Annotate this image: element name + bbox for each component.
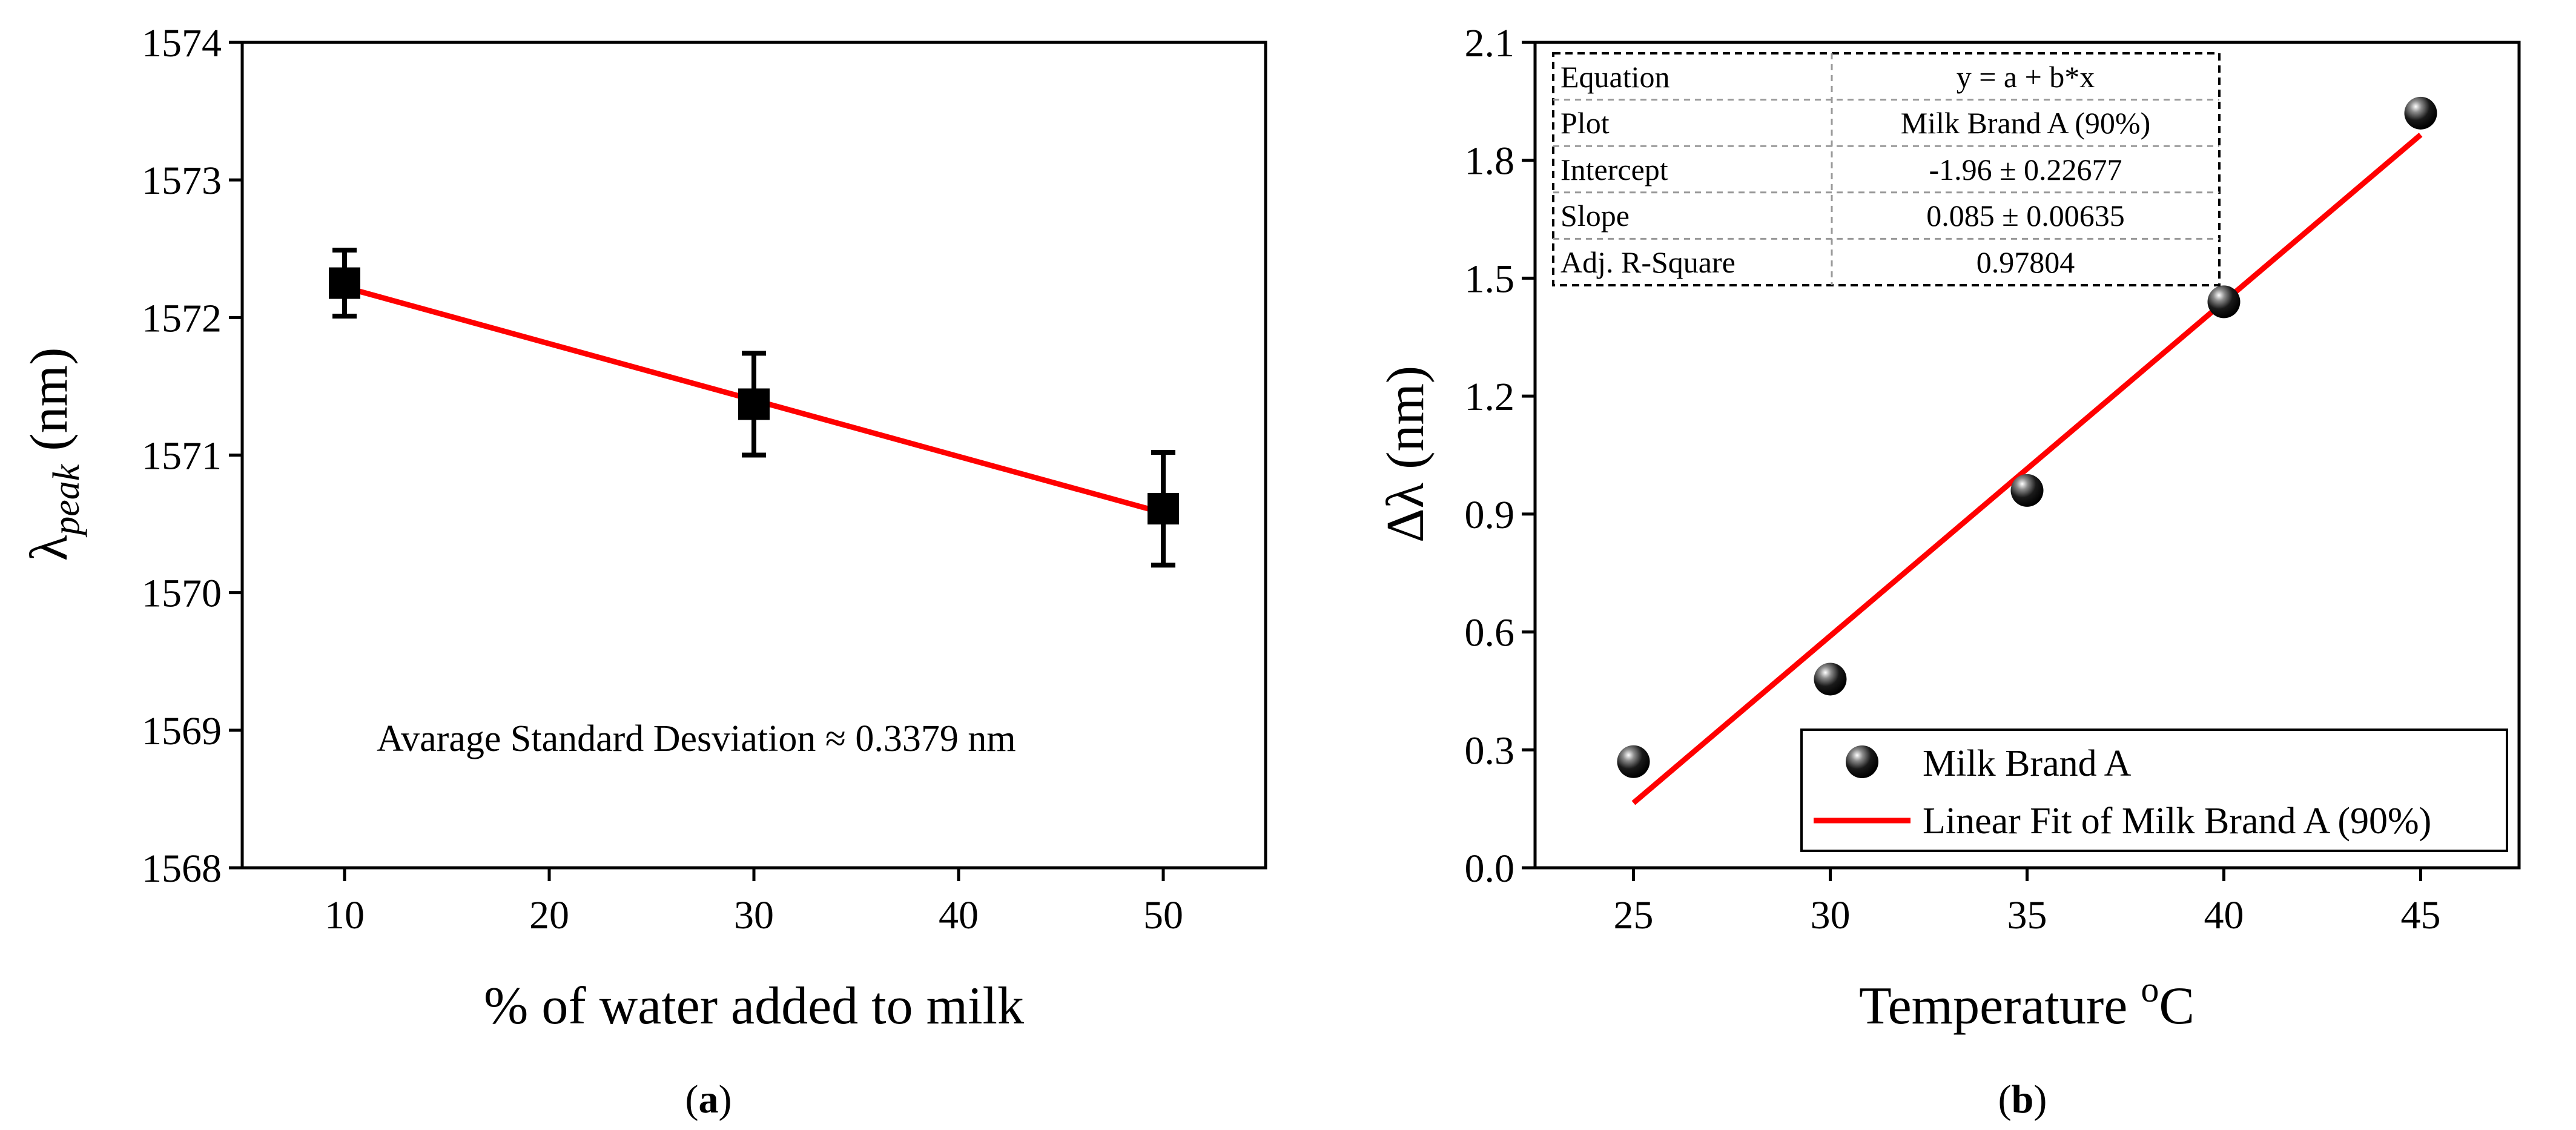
stats-row-label: Plot [1560,106,1610,140]
data-point [1148,493,1179,525]
x-tick-label: 35 [2007,893,2047,937]
chart-b-fit-line-group [1631,133,2423,805]
stats-table-border [1552,52,2221,286]
y-tick-label: 0.9 [1465,493,1515,537]
chart-a-points [329,248,1179,568]
data-point [329,267,360,299]
x-tick-label: 40 [2204,893,2244,937]
legend-label: Milk Brand A [1923,743,2132,784]
stats-row-value: -1.96 ± 0.22677 [1929,153,2122,187]
y-tick-label: 0.3 [1465,729,1515,773]
data-point [738,388,770,420]
y-tick-label: 1.2 [1465,375,1515,419]
data-point [1617,745,1650,778]
y-tick-label: 1572 [142,296,222,340]
chart-b-x-label-end: C [2159,977,2195,1036]
chart-b-points [1617,96,2437,778]
y-tick-label: 1570 [142,572,222,616]
stats-row-value: 0.97804 [1977,245,2075,279]
chart-a-y-label-sub: peak [46,463,87,538]
x-tick-label: 50 [1143,893,1183,937]
chart-a-annotation: Avarage Standard Desviation ≈ 0.3379 nm [377,718,1016,759]
chart-b-stats-table: Equation y = a + b*x Plot Milk Brand A (… [1552,52,2221,286]
y-tick-label: 1573 [142,159,222,203]
chart-a: 10 20 30 40 50 1568 1569 1570 1571 1572 1573 1574 A… [20,21,1267,1122]
data-point [2207,285,2241,319]
chart-b-x-label-main: Temperature [1859,977,2141,1036]
y-tick-label: 1.5 [1465,257,1515,301]
data-point [2404,96,2437,130]
y-tick-label: 0.6 [1465,611,1515,655]
x-tick-label: 10 [325,893,365,937]
y-tick-label: 1574 [142,21,222,65]
y-tick-label: 2.1 [1465,21,1515,65]
y-tick-label: 0.0 [1465,847,1515,891]
fit-line [1631,133,2423,805]
chart-a-y-label-unit: (nm) [20,348,79,464]
x-tick-label: 25 [1614,893,1654,937]
stats-row-label: Equation [1560,60,1670,94]
data-point [2010,474,2044,507]
chart-a-y-axis-label: λpeak (nm) [20,348,87,561]
chart-a-y-label-main: λ [20,535,79,561]
legend-box [1800,729,2508,852]
x-tick-label: 40 [939,893,979,937]
chart-b-x-label-sup: o [2141,970,2159,1009]
x-tick-label: 20 [529,893,569,937]
chart-a-panel-label: (a) [685,1077,732,1122]
stats-row-label: Slope [1560,199,1630,233]
legend-label: Linear Fit of Milk Brand A (90%) [1923,801,2431,842]
stats-row-label: Adj. R-Square [1560,245,1735,279]
legend-marker-milk-brand-a [1846,745,1878,778]
stats-row-value: 0.085 ± 0.00635 [1926,199,2124,233]
y-tick-label: 1569 [142,709,222,753]
x-tick-label: 30 [734,893,774,937]
chart-b-x-axis-label: Temperature oC [1859,970,2195,1036]
chart-b: 25 30 35 40 45 0.0 0.3 0.6 0.9 1.2 1.5 1.8 2.1 Equat… [1376,21,2521,1122]
chart-b-ticks: 25 30 35 40 45 0.0 0.3 0.6 0.9 1.2 1.5 1.8 2.1 [1465,21,2441,937]
y-tick-label: 1.8 [1465,139,1515,183]
stats-row-label: Intercept [1560,153,1668,187]
chart-b-panel-label: (b) [1998,1077,2047,1122]
stats-row-value: y = a + b*x [1957,60,2095,94]
y-tick-label: 1568 [142,847,222,891]
y-tick-label: 1571 [142,434,222,478]
chart-a-ticks: 10 20 30 40 50 1568 1569 1570 1571 1572 1573 1574 [142,21,1183,937]
x-tick-label: 30 [1811,893,1851,937]
x-tick-label: 45 [2401,893,2441,937]
chart-a-x-axis-label: % of water added to milk [484,977,1024,1036]
chart-b-y-axis-label: Δλ (nm) [1376,366,1435,543]
chart-b-legend: Milk Brand A Linear Fit of Milk Brand A … [1800,729,2508,852]
data-point [1814,662,1847,696]
stats-row-value: Milk Brand A (90%) [1901,106,2150,140]
